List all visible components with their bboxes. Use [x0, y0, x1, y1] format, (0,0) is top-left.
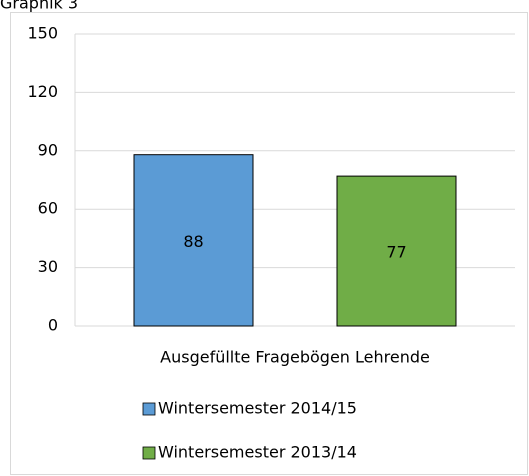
y-tick-label: 30 [38, 257, 58, 276]
y-tick-label: 60 [38, 199, 58, 218]
data-label: 88 [183, 232, 203, 251]
data-label: 77 [386, 243, 406, 262]
caption: Graphik 3 [0, 0, 78, 13]
y-tick-label: 90 [38, 140, 58, 159]
bar [133, 154, 254, 327]
legend-label: Wintersemester 2014/15 [158, 399, 357, 418]
y-tick-label: 120 [27, 82, 58, 101]
y-tick-label: 0 [48, 316, 58, 335]
legend-swatch [142, 402, 156, 416]
legend-label: Wintersemester 2013/14 [158, 443, 357, 462]
legend-swatch [142, 446, 156, 460]
y-tick-label: 150 [27, 24, 58, 43]
bar [336, 175, 457, 327]
x-tick-label: Ausgefüllte Fragebögen Lehrende [160, 348, 430, 367]
